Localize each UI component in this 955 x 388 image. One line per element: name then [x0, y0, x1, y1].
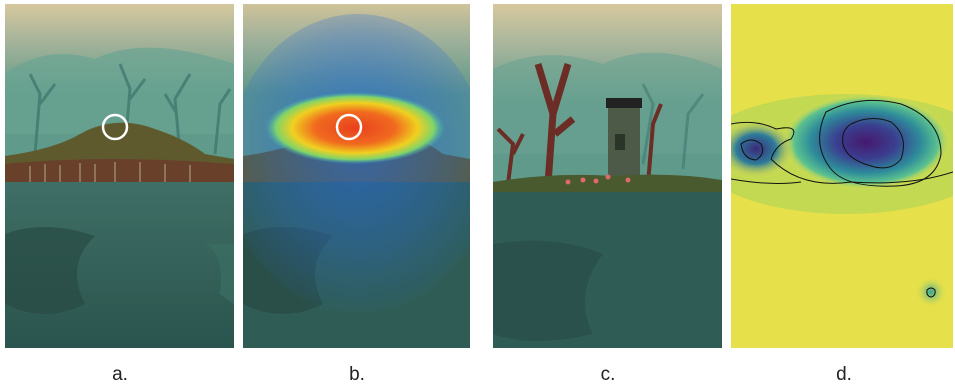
scene-c-image [493, 4, 722, 348]
panel-c-scene [493, 4, 722, 348]
heatmap-overlay-image [243, 4, 470, 348]
gaze-marker-circle-icon-b [335, 113, 363, 141]
caption-d: d. [836, 364, 852, 385]
scene-a-image [5, 4, 234, 348]
gaze-marker-circle-icon [101, 113, 129, 141]
caption-c: c. [600, 364, 616, 385]
caption-b: b. [349, 364, 365, 385]
panel-b-heatmap [243, 4, 470, 348]
caption-a: a. [112, 364, 128, 385]
panel-a-scene [5, 4, 234, 348]
panel-d-density-map [731, 4, 953, 348]
density-contour-image [731, 4, 953, 348]
